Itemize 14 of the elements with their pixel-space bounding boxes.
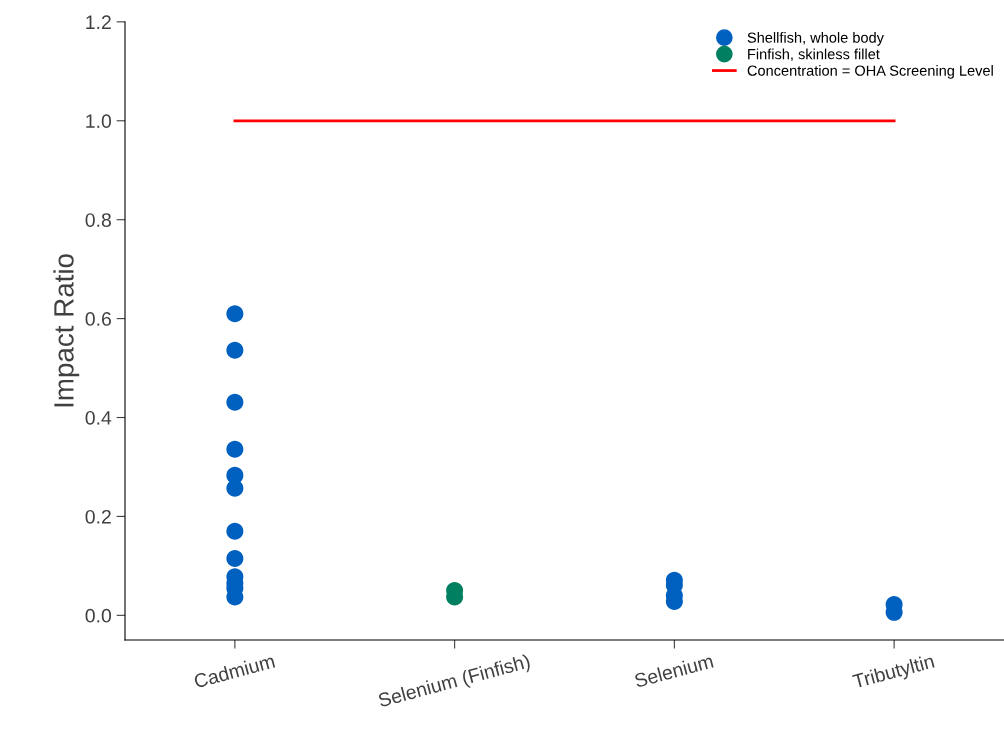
y-tick-label: 0.8 — [85, 213, 111, 227]
y-axis-title: Impact Ratio — [53, 254, 80, 407]
y-tick-label: 0.6 — [85, 312, 111, 326]
y-tick-label: 1.2 — [86, 15, 111, 29]
x-tick-label: Cadmium — [193, 653, 276, 689]
y-tick-label: 0.0 — [85, 608, 112, 623]
y-tick-label: 0.2 — [85, 509, 111, 524]
x-tick-label: Tributyltin — [851, 653, 936, 693]
y-tick-label: 1.0 — [86, 114, 112, 129]
y-tick-label: 0.4 — [85, 410, 112, 425]
legend-label: Finfish, skinless fillet — [748, 48, 880, 62]
legend-label: Shellfish, whole body — [747, 32, 884, 46]
x-tick-label: Selenium — [633, 653, 714, 688]
legend-label: Concentration = OHA Screening Level — [747, 65, 993, 79]
